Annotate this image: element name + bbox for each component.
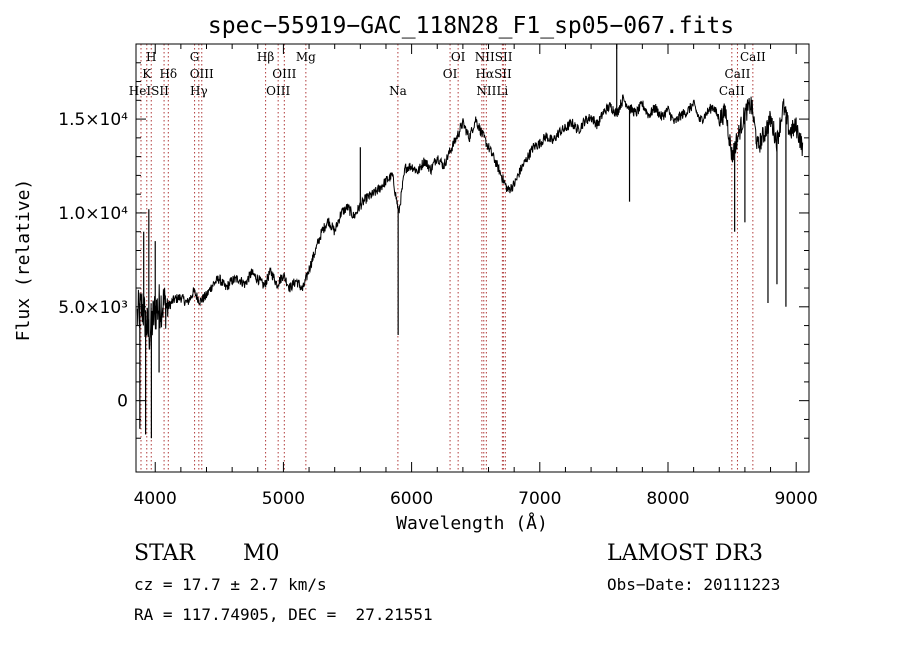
line-label: OI (451, 50, 466, 64)
y-axis-ticks: 0 5.0×10³ 1.0×10⁴ 1.5×10⁴ (58, 62, 809, 439)
chart-title: spec−55919−GAC_118N28_F1_sp05−067.fits (208, 13, 734, 39)
line-label: Li (496, 84, 508, 98)
y-axis-label: Flux (relative) (13, 179, 34, 342)
spectrum-line (136, 94, 804, 350)
line-label: NIISII (475, 50, 513, 64)
object-subclass: M0 (243, 541, 280, 566)
line-label: Mg (296, 50, 316, 64)
x-tick-label: 5000 (262, 489, 305, 509)
line-label: CaII (725, 67, 751, 81)
line-label: OI (443, 67, 458, 81)
x-tick-label: 6000 (390, 489, 433, 509)
sky-coordinates: RA = 117.74905, DEC = 27.21551 (134, 605, 433, 624)
y-tick-label: 1.5×10⁴ (58, 110, 128, 130)
survey-name: LAMOST DR3 (607, 541, 763, 566)
line-label: CaII (740, 50, 766, 64)
line-label: NII (476, 84, 496, 98)
x-tick-label: 9000 (775, 489, 818, 509)
line-label: HeISII (129, 84, 169, 98)
emission-line-labels: H G Hβ Mg OI NIISII CaII K Hδ OIII OIII OI HαSII CaII… (129, 50, 766, 98)
line-label: H (146, 50, 156, 64)
line-label: Na (389, 84, 407, 98)
emission-line-markers (140, 44, 754, 472)
x-tick-label: 7000 (518, 489, 561, 509)
plot-frame (135, 43, 810, 473)
y-tick-label: 0 (117, 392, 128, 412)
line-label: HαSII (476, 67, 513, 81)
line-label: K (142, 67, 152, 81)
line-label: Hβ (257, 50, 274, 64)
x-axis-label: Wavelength (Å) (396, 512, 548, 534)
line-label: Hγ (190, 84, 208, 98)
line-label: Hδ (159, 67, 177, 81)
redshift-velocity: cz = 17.7 ± 2.7 km/s (134, 575, 327, 594)
line-label: OIII (272, 67, 296, 81)
line-label: CaII (719, 84, 745, 98)
y-tick-label: 5.0×10³ (58, 298, 128, 318)
line-label: OIII (266, 84, 290, 98)
line-label: G (190, 50, 200, 64)
plot-series (136, 44, 804, 439)
y-tick-label: 1.0×10⁴ (58, 204, 128, 224)
x-tick-label: 8000 (646, 489, 689, 509)
observation-date: Obs−Date: 20111223 (607, 575, 780, 594)
object-class: STAR (134, 541, 196, 566)
x-axis-ticks: 4000 5000 6000 7000 8000 9000 (134, 44, 818, 509)
x-tick-label: 4000 (134, 489, 177, 509)
line-label: OIII (190, 67, 214, 81)
